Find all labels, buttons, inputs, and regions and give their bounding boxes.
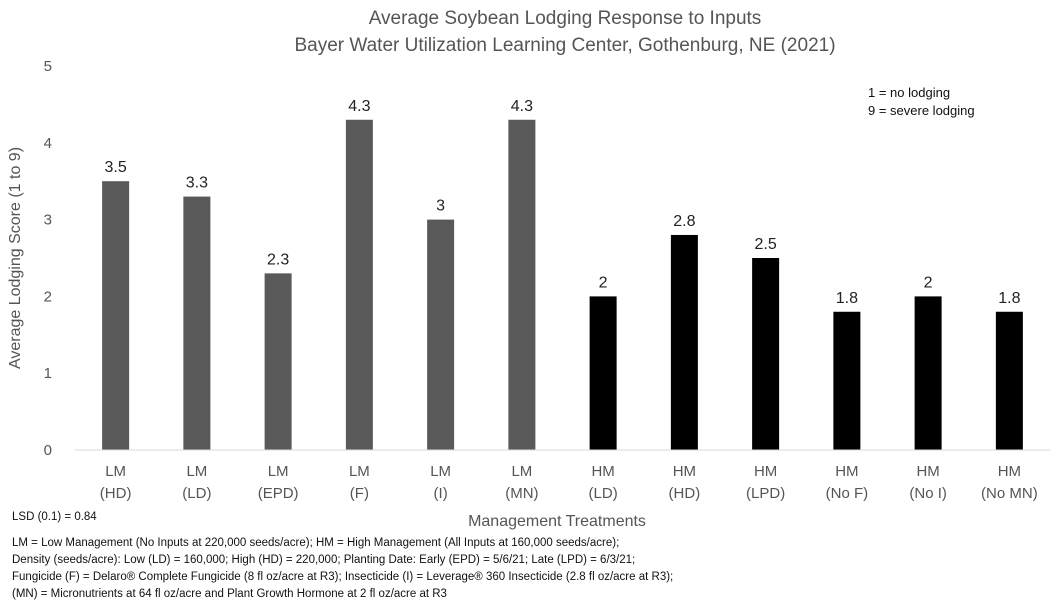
x-tick-sublabel: (HD) (100, 485, 132, 502)
footnote-line-2: Density (seeds/acre): Low (LD) = 160,000… (12, 554, 636, 566)
x-axis-title: Management Treatments (468, 513, 646, 530)
footnote-line-4: (MN) = Micronutrients at 64 fl oz/acre a… (12, 588, 447, 600)
bar (914, 296, 942, 450)
y-tick-label: 0 (44, 442, 52, 459)
x-tick-label: HM (673, 463, 696, 480)
data-label: 1.8 (998, 290, 1020, 307)
x-tick-label: HM (916, 463, 939, 480)
x-tick-sublabel: (HD) (669, 485, 701, 502)
x-tick-label: LM (268, 463, 289, 480)
bar (670, 234, 698, 450)
lsd-note: LSD (0.1) = 0.84 (12, 511, 97, 523)
data-labels-group: 3.5 3.3 2.3 4.3 3 4.3 2 2.8 2.5 1.8 2 1.8 (105, 98, 1021, 307)
bar (102, 181, 130, 450)
bar (995, 311, 1023, 450)
data-label: 4.3 (511, 98, 533, 115)
data-label: 3 (436, 198, 445, 215)
bar (183, 196, 211, 450)
bar (427, 219, 455, 450)
data-label: 2 (924, 274, 933, 291)
data-label: 1.8 (836, 290, 858, 307)
bar (833, 311, 861, 450)
x-tick-label: HM (754, 463, 777, 480)
scale-note-high: 9 = severe lodging (868, 103, 975, 118)
bar (345, 119, 373, 450)
footnote-line-3: Fungicide (F) = Delaro® Complete Fungici… (12, 571, 674, 583)
x-tick-sublabel: (MN) (505, 485, 538, 502)
y-axis: 0 1 2 3 4 5 (44, 58, 52, 459)
bar (264, 273, 292, 450)
x-tick-sublabel: (No MN) (981, 485, 1038, 502)
footnote-line-1: LM = Low Management (No Inputs at 220,00… (12, 537, 620, 549)
data-label: 2.3 (267, 251, 289, 268)
x-tick-label: LM (105, 463, 126, 480)
data-label: 2.5 (755, 236, 777, 253)
bar (508, 119, 536, 450)
data-label: 4.3 (348, 98, 370, 115)
y-tick-label: 3 (44, 212, 52, 229)
chart-subtitle: Bayer Water Utilization Learning Center,… (294, 35, 835, 56)
data-label: 3.3 (186, 175, 208, 192)
y-axis-title: Average Lodging Score (1 to 9) (7, 147, 24, 369)
x-tick-sublabel: (EPD) (258, 485, 299, 502)
y-tick-label: 4 (44, 135, 52, 152)
x-tick-sublabel: (LD) (182, 485, 211, 502)
bars-group (102, 119, 1023, 450)
scale-note-low: 1 = no lodging (868, 85, 950, 100)
x-tick-sublabel: (LD) (589, 485, 618, 502)
data-label: 2 (599, 274, 608, 291)
bar (752, 258, 780, 450)
data-label: 3.5 (105, 159, 127, 176)
x-tick-label: LM (349, 463, 370, 480)
x-tick-label: HM (998, 463, 1021, 480)
x-tick-sublabel: (I) (434, 485, 448, 502)
x-tick-label: LM (511, 463, 532, 480)
bar (589, 296, 617, 450)
y-tick-label: 1 (44, 365, 52, 382)
x-tick-sublabel: (LPD) (746, 485, 785, 502)
x-tick-label: HM (835, 463, 858, 480)
x-tick-sublabel: (F) (350, 485, 369, 502)
x-tick-label: LM (186, 463, 207, 480)
x-tick-label: HM (591, 463, 614, 480)
x-axis: LM (HD) LM (LD) LM (EPD) LM (F) LM (I) LM (MN) HM (LD… (75, 449, 1050, 502)
x-tick-sublabel: (No F) (826, 485, 869, 502)
data-label: 2.8 (673, 213, 695, 230)
y-tick-label: 2 (44, 288, 52, 305)
x-tick-sublabel: (No I) (909, 485, 947, 502)
x-tick-label: LM (430, 463, 451, 480)
chart-title: Average Soybean Lodging Response to Inpu… (369, 8, 762, 29)
y-tick-label: 5 (44, 58, 52, 75)
